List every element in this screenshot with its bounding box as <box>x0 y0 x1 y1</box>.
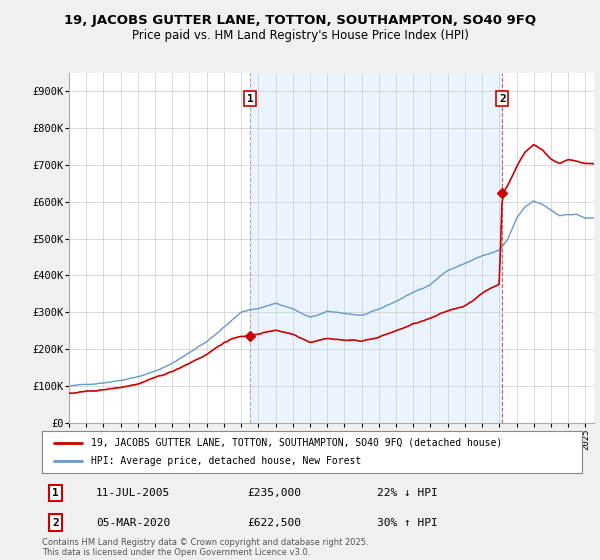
Text: 22% ↓ HPI: 22% ↓ HPI <box>377 488 437 498</box>
Text: 11-JUL-2005: 11-JUL-2005 <box>96 488 170 498</box>
Text: £622,500: £622,500 <box>247 517 301 528</box>
Text: 1: 1 <box>247 94 254 104</box>
Text: Price paid vs. HM Land Registry's House Price Index (HPI): Price paid vs. HM Land Registry's House … <box>131 29 469 42</box>
Text: 1: 1 <box>52 488 59 498</box>
Text: 05-MAR-2020: 05-MAR-2020 <box>96 517 170 528</box>
Text: 19, JACOBS GUTTER LANE, TOTTON, SOUTHAMPTON, SO40 9FQ: 19, JACOBS GUTTER LANE, TOTTON, SOUTHAMP… <box>64 14 536 27</box>
Text: 30% ↑ HPI: 30% ↑ HPI <box>377 517 437 528</box>
Text: 2: 2 <box>52 517 59 528</box>
Text: £235,000: £235,000 <box>247 488 301 498</box>
Text: HPI: Average price, detached house, New Forest: HPI: Average price, detached house, New … <box>91 456 361 466</box>
Text: 2: 2 <box>499 94 506 104</box>
Text: Contains HM Land Registry data © Crown copyright and database right 2025.
This d: Contains HM Land Registry data © Crown c… <box>42 538 368 557</box>
Text: 19, JACOBS GUTTER LANE, TOTTON, SOUTHAMPTON, SO40 9FQ (detached house): 19, JACOBS GUTTER LANE, TOTTON, SOUTHAMP… <box>91 438 502 448</box>
Bar <box>250 73 502 423</box>
